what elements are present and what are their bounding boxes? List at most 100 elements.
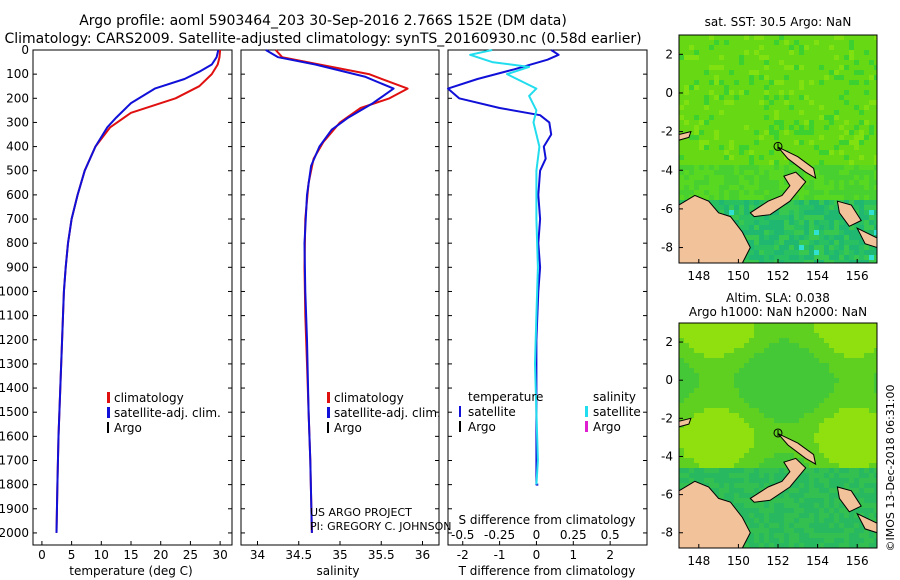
map-cell (849, 145, 854, 150)
map-cell (719, 200, 724, 205)
map-cell (864, 383, 869, 388)
map-cell (744, 348, 749, 353)
map-cell (784, 493, 789, 498)
map-cell (744, 80, 749, 85)
map-cell (764, 165, 769, 170)
map-cell (764, 408, 769, 413)
map-cell (694, 423, 699, 428)
map-cell (834, 100, 839, 105)
map-cell (829, 453, 834, 458)
map-cell (684, 165, 689, 170)
map-cell (784, 503, 789, 508)
map-cell (864, 358, 869, 363)
map-cell (784, 85, 789, 90)
map-cell (769, 478, 774, 483)
map-cell (734, 130, 739, 135)
map-cell (744, 423, 749, 428)
map-cell (744, 388, 749, 393)
map-cell (794, 378, 799, 383)
map-cell (729, 338, 734, 343)
map-cell (849, 343, 854, 348)
map-cell (809, 195, 814, 200)
map-cell (794, 125, 799, 130)
map-cell (824, 468, 829, 473)
map-cell (739, 125, 744, 130)
map-cell (724, 393, 729, 398)
temperature-lines (55, 49, 222, 533)
map-cell (749, 328, 754, 333)
map-cell (859, 418, 864, 423)
map-cell (769, 140, 774, 145)
map-cell (779, 458, 784, 463)
map-cell (684, 50, 689, 55)
map-cell (714, 175, 719, 180)
map-cell (869, 110, 874, 115)
map-cell (874, 70, 877, 75)
map-cell (744, 75, 749, 80)
map-cell (859, 250, 864, 255)
float-location-marker (773, 428, 783, 438)
map-cell (854, 255, 859, 260)
map-cell (789, 230, 794, 235)
map-cell (739, 95, 744, 100)
map-cell (824, 205, 829, 210)
map-cell (799, 523, 804, 528)
map-cell (769, 393, 774, 398)
map-cell (839, 60, 844, 65)
s-diff-tick-label: -0.25 (484, 528, 515, 542)
map-cell (849, 110, 854, 115)
map-cell (749, 518, 754, 523)
map-cell (719, 448, 724, 453)
map-cell (799, 438, 804, 443)
map-cell (704, 40, 709, 45)
map-cell (749, 160, 754, 165)
map-cell (699, 180, 704, 185)
map-cell (824, 185, 829, 190)
map-cell (714, 463, 719, 468)
map-cell (839, 110, 844, 115)
map-cell (799, 260, 804, 263)
map-cell (859, 543, 864, 548)
map-cell (824, 65, 829, 70)
map-cell (794, 418, 799, 423)
map-cell (744, 35, 749, 40)
map-cell (704, 483, 709, 488)
land-mass (749, 457, 807, 503)
map-cell (849, 408, 854, 413)
map-cell (859, 448, 864, 453)
map-cell (759, 403, 764, 408)
map-cell (774, 443, 779, 448)
map-cell (814, 498, 819, 503)
map-cell (849, 448, 854, 453)
map-cell (814, 528, 819, 533)
map-cell (874, 65, 877, 70)
map-cell (784, 100, 789, 105)
map-cell (734, 353, 739, 358)
map-cell (689, 463, 694, 468)
map-cell (859, 488, 864, 493)
map-cell (854, 333, 859, 338)
map-cell (784, 230, 789, 235)
map-cell (769, 190, 774, 195)
map-cell (694, 190, 699, 195)
map-cell (874, 493, 877, 498)
map-cell (774, 453, 779, 458)
map-cell (829, 45, 834, 50)
map-cell (769, 235, 774, 240)
map-cell (834, 328, 839, 333)
map-cell (709, 333, 714, 338)
map-cell (859, 443, 864, 448)
map-cell (679, 165, 684, 170)
map-cell (829, 230, 834, 235)
map-cell (754, 348, 759, 353)
map-cell (834, 225, 839, 230)
legend-label-climatology: climatology (114, 391, 184, 405)
map-cell (719, 373, 724, 378)
map-cell (804, 195, 809, 200)
map-cell (764, 378, 769, 383)
map-cell (874, 538, 877, 543)
map-cell (839, 538, 844, 543)
map-cell (834, 483, 839, 488)
map-cell (749, 513, 754, 518)
map-cell (834, 448, 839, 453)
